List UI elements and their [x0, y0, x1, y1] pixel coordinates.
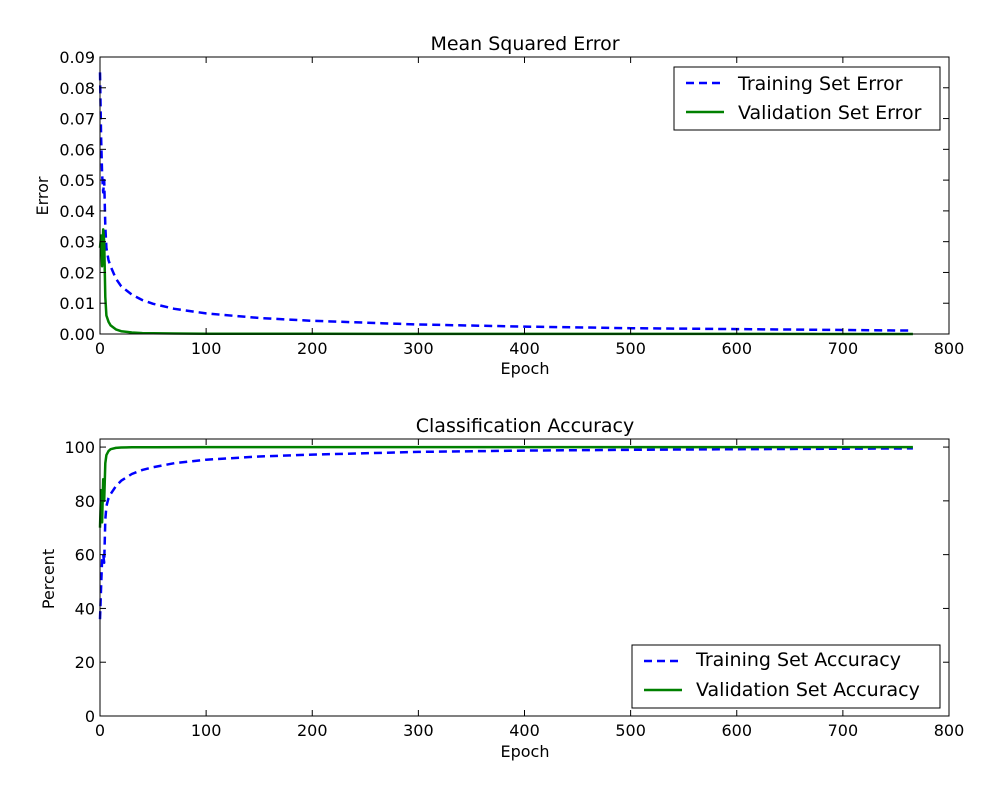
accuracy-chart-panel: Classification Accuracy Epoch Percent 0 1… [39, 415, 964, 761]
mse-y-tick-label: 0.02 [59, 263, 95, 282]
mse-y-tick-label: 0.03 [59, 233, 95, 252]
mse-legend-box [673, 66, 941, 131]
mse-y-tick-label: 0.04 [59, 202, 95, 221]
mse-series-line-0 [98, 72, 913, 332]
legend-label-validation-error: Validation Set Error [738, 102, 922, 124]
accuracy-y-tick-label: 80 [75, 492, 95, 511]
accuracy-legend: Training Set Accuracy Validation Set Acc… [631, 644, 941, 709]
mse-legend: Training Set Error Validation Set Error [673, 66, 941, 131]
mse-x-tick-label: 0 [95, 339, 105, 358]
mse-x-tick-label: 200 [297, 339, 328, 358]
accuracy-x-tick-label: 800 [934, 721, 965, 740]
legend-label-validation-accuracy: Validation Set Accuracy [696, 679, 920, 701]
mse-chart-panel: Mean Squared Error Epoch Error 0 100 200 30… [33, 33, 964, 378]
accuracy-y-tick-label: 0 [85, 707, 95, 726]
mse-y-tick-label: 0.09 [59, 48, 95, 67]
accuracy-x-tick-label: 600 [721, 721, 752, 740]
legend-label-training-accuracy: Training Set Accuracy [695, 649, 901, 671]
accuracy-y-tick-label: 60 [75, 546, 95, 565]
mse-x-tick-label: 600 [721, 339, 752, 358]
mse-y-axis-label: Error [33, 176, 52, 215]
mse-x-tick-label: 800 [934, 339, 965, 358]
mse-x-tick-label: 100 [191, 339, 222, 358]
accuracy-x-tick-label: 200 [297, 721, 328, 740]
accuracy-y-tick-label: 40 [75, 599, 95, 618]
accuracy-y-tick-label: 20 [75, 653, 95, 672]
accuracy-series-line-1 [98, 445, 913, 528]
accuracy-x-tick-label: 400 [509, 721, 540, 740]
mse-x-axis-label: Epoch [501, 359, 550, 378]
legend-label-training-error: Training Set Error [737, 73, 903, 95]
accuracy-x-axis-label: Epoch [501, 742, 550, 761]
mse-x-tick-label: 400 [509, 339, 540, 358]
mse-x-tick-label: 300 [403, 339, 434, 358]
accuracy-x-tick-label: 300 [403, 721, 434, 740]
mse-x-tick-label: 500 [615, 339, 646, 358]
accuracy-series-line-0 [98, 447, 913, 620]
accuracy-x-tick-label: 0 [95, 721, 105, 740]
mse-x-tick-label: 700 [828, 339, 859, 358]
accuracy-y-axis-label: Percent [39, 549, 58, 609]
accuracy-plot-area: 0 100 200 300 400 500 600 700 800 0 20 40 60 80 100 [64, 438, 964, 740]
mse-y-tick-label: 0.07 [59, 110, 95, 129]
mse-y-tick-label: 0.00 [59, 325, 95, 344]
mse-y-tick-label: 0.01 [59, 294, 95, 313]
mse-y-tick-label: 0.05 [59, 171, 95, 190]
accuracy-x-tick-label: 700 [828, 721, 859, 740]
accuracy-chart-title: Classification Accuracy [416, 415, 635, 437]
accuracy-x-tick-label: 500 [615, 721, 646, 740]
accuracy-x-tick-label: 100 [191, 721, 222, 740]
mse-plot-area: 0 100 200 300 400 500 600 700 800 0.00 0.01 0.02 0.0… [59, 48, 964, 358]
mse-y-tick-label: 0.08 [59, 79, 95, 98]
mse-chart-title: Mean Squared Error [430, 33, 619, 55]
mse-y-tick-label: 0.06 [59, 140, 95, 159]
accuracy-legend-box [631, 644, 941, 709]
accuracy-y-tick-label: 100 [64, 438, 95, 457]
